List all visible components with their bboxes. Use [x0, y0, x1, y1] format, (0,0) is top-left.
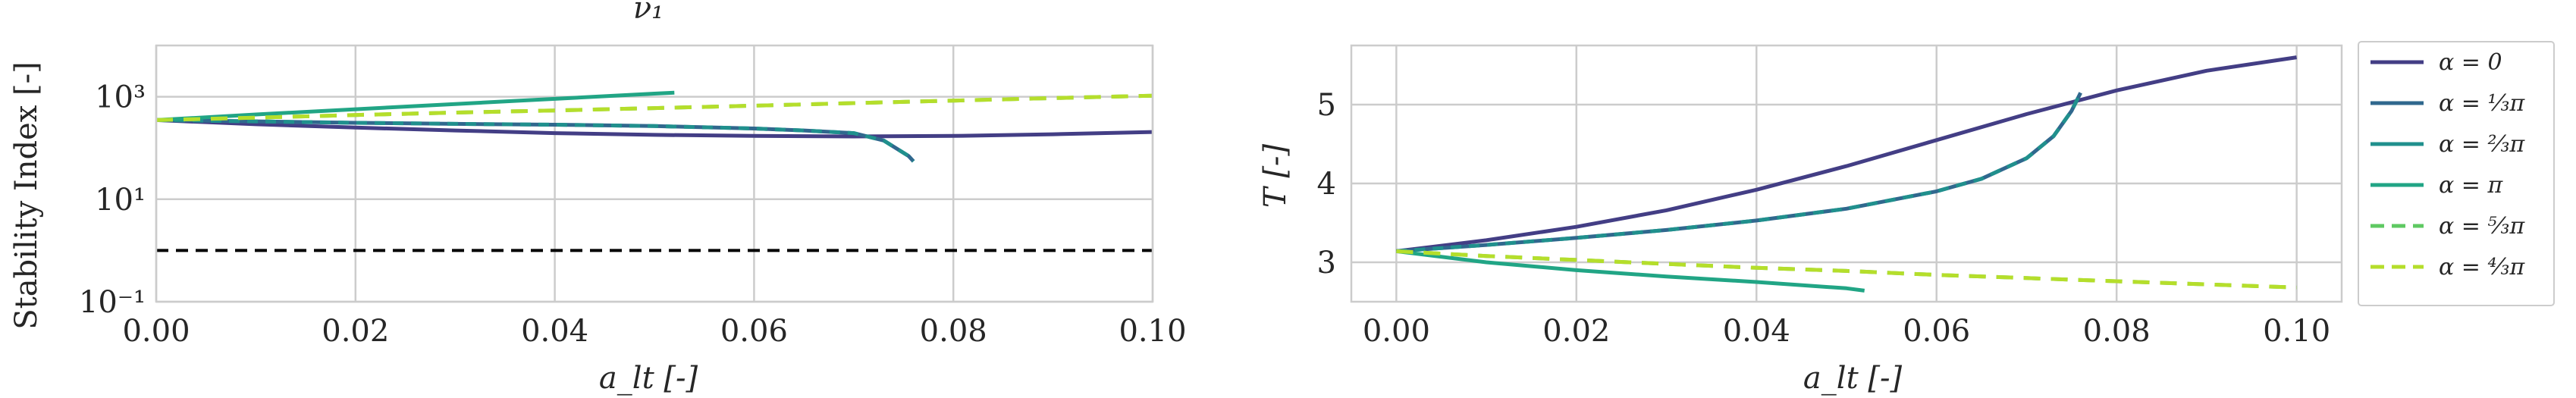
period-x-tick-label: 0.10: [2263, 314, 2330, 349]
stability-y-tick-label: 10¹: [95, 183, 146, 218]
period-y-label: T [-]: [1258, 144, 1293, 208]
period-frame: [1350, 44, 2343, 303]
stability-y-tick-label: 10⁻¹: [79, 285, 146, 320]
legend-label-alpha_pi: α = π: [2439, 172, 2503, 199]
period-grid: [1351, 45, 2342, 302]
stability-y-tick-label: 10³: [95, 80, 146, 115]
stability-x-ticks: 0.00 0.02 0.04 0.06 0.08 0.10: [122, 314, 1186, 349]
period-x-tick-label: 0.06: [1903, 314, 1970, 349]
legend: α = 0 α = ⅓π α = ⅔π α = π α = ⁵⁄₃π α = ⁴⁄₃π: [2358, 41, 2555, 306]
period-line-alpha_2_3pi: [1396, 92, 2082, 253]
legend-box: [2358, 41, 2555, 306]
legend-label-alpha_2_3pi: α = ⅔π: [2439, 131, 2526, 158]
stability-frame: [155, 44, 1154, 303]
period-y-tick-label: 4: [1317, 167, 1336, 202]
stability-line-alpha_2_3pi: [155, 118, 915, 163]
period-series-group: [1396, 55, 2297, 293]
period-x-tick-label: 0.08: [2083, 314, 2151, 349]
period-line-alpha_pi: [1396, 249, 1865, 293]
stability-x-tick-label: 0.02: [322, 314, 389, 349]
legend-label-alpha_4_3pi: α = ⁴⁄₃π: [2439, 254, 2526, 280]
stability-x-tick-label: 0.06: [720, 314, 788, 349]
period-x-tick-label: 0.04: [1723, 314, 1790, 349]
period-y-tick-label: 5: [1317, 88, 1336, 123]
stability-series-group: [155, 90, 1153, 163]
period-x-tick-label: 0.00: [1363, 314, 1430, 349]
stability-index-plot: 0.00 0.02 0.04 0.06 0.08 0.10 10⁻¹ 10¹ 10³ ν₁ a…: [9, 0, 1187, 396]
period-line-alpha_4_3pi: [1396, 249, 2297, 290]
period-y-ticks: 3 4 5: [1317, 88, 1336, 280]
stability-title: ν₁: [633, 0, 664, 26]
period-x-ticks: 0.00 0.02 0.04 0.06 0.08 0.10: [1363, 314, 2330, 349]
stability-x-tick-label: 0.10: [1119, 314, 1186, 349]
stability-x-label: a_lt [-]: [599, 361, 698, 396]
stability-y-ticks: 10⁻¹ 10¹ 10³: [79, 80, 146, 320]
period-line-alpha_0: [1396, 55, 2297, 253]
period-x-tick-label: 0.02: [1542, 314, 1610, 349]
legend-label-alpha_5_3pi: α = ⁵⁄₃π: [2439, 213, 2526, 240]
stability-line-alpha_0: [155, 118, 1153, 139]
legend-label-alpha_0: α = 0: [2439, 49, 2502, 76]
stability-x-tick-label: 0.04: [521, 314, 588, 349]
stability-line-alpha_pi: [155, 90, 675, 122]
stability-y-label: Stability Index [-]: [9, 61, 44, 330]
stability-x-tick-label: 0.00: [122, 314, 190, 349]
period-y-tick-label: 3: [1317, 246, 1336, 280]
period-plot: 0.00 0.02 0.04 0.06 0.08 0.10 3 4 5 a_lt [-] T …: [1258, 44, 2343, 396]
legend-label-alpha_1_3pi: α = ⅓π: [2439, 90, 2526, 117]
period-line-alpha_1_3pi: [1396, 92, 2082, 253]
stability-line-alpha_4_3pi: [155, 93, 1153, 122]
period-x-label: a_lt [-]: [1803, 361, 1903, 396]
stability-x-tick-label: 0.08: [920, 314, 987, 349]
stability-grid: [155, 45, 1154, 303]
